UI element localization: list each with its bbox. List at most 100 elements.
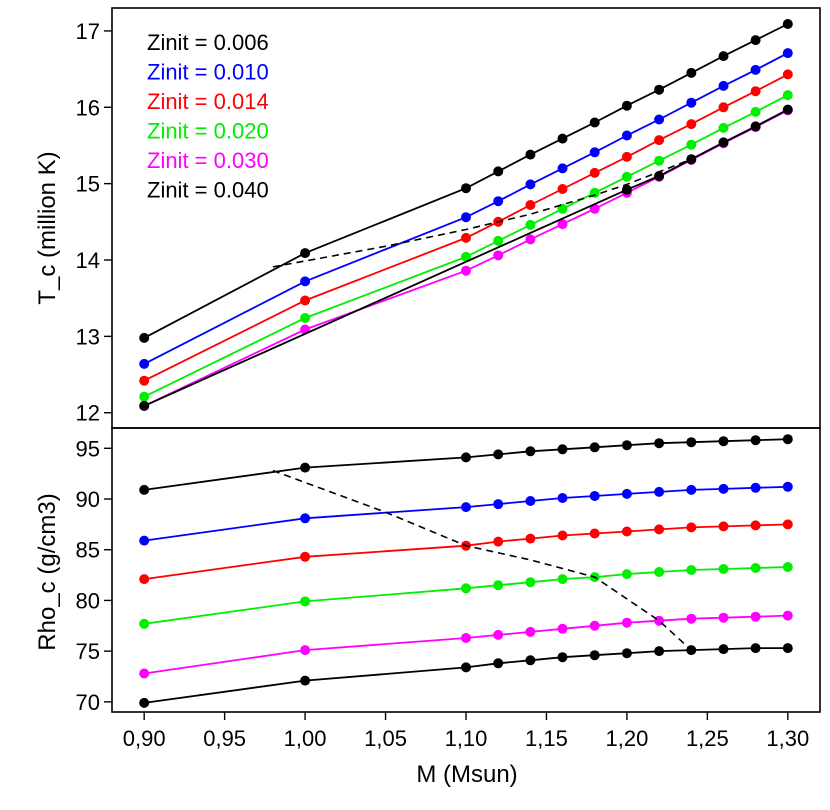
x-tick-label: 1,20 [605, 726, 648, 751]
data-point [300, 645, 311, 656]
data-point [525, 577, 536, 588]
data-point [139, 358, 150, 369]
data-point [589, 620, 600, 631]
data-point [300, 276, 311, 287]
data-point [654, 524, 665, 535]
data-point [493, 196, 504, 207]
y-tick-label: 14 [76, 248, 100, 273]
data-point [557, 184, 568, 194]
x-tick-label: 1,00 [284, 726, 327, 751]
data-point [718, 137, 729, 148]
y-tick-label: 15 [76, 172, 100, 197]
data-point [300, 295, 311, 306]
series-line-5 [144, 647, 788, 704]
data-point [621, 526, 632, 537]
data-point [621, 100, 632, 111]
data-point [686, 565, 697, 575]
x-tick-label: 1,15 [525, 726, 568, 751]
data-point [300, 462, 311, 473]
x-axis-label: M (Msun) [416, 761, 517, 788]
data-point [718, 612, 729, 623]
data-point [718, 122, 729, 133]
data-point [461, 232, 471, 243]
data-point [300, 513, 311, 524]
data-point [782, 69, 793, 80]
data-point [654, 114, 665, 125]
data-point [557, 574, 568, 585]
data-point [686, 522, 697, 533]
data-point [525, 219, 536, 230]
data-point [750, 86, 761, 97]
data-point [493, 166, 504, 177]
data-point [139, 668, 150, 679]
data-point [525, 496, 536, 506]
data-point [589, 117, 600, 128]
data-point [718, 80, 729, 91]
data-point [525, 533, 536, 544]
x-tick-label: 0,95 [203, 726, 246, 751]
bottom-y-axis-label: Rho_c (g/cm3) [34, 493, 61, 650]
data-point [461, 183, 471, 194]
data-point [718, 564, 729, 574]
data-point [621, 569, 632, 580]
data-point [557, 163, 568, 174]
legend-entry: Zinit = 0.006 [147, 30, 269, 55]
data-point [686, 437, 697, 448]
data-point [139, 400, 150, 411]
data-point [686, 67, 697, 78]
y-tick-label: 80 [76, 588, 100, 613]
data-point [493, 658, 504, 669]
data-point [493, 499, 504, 510]
data-point [525, 655, 536, 666]
data-point [589, 491, 600, 501]
data-point [493, 235, 504, 246]
data-point [300, 551, 311, 562]
data-point [621, 151, 632, 162]
data-point [750, 121, 761, 132]
x-tick-label: 1,30 [766, 726, 809, 751]
data-point [686, 484, 697, 495]
data-point [718, 51, 729, 62]
x-tick-label: 1,25 [686, 726, 729, 751]
legend: Zinit = 0.006 Zinit = 0.010 Zinit = 0.014 Z… [147, 30, 269, 203]
data-point [750, 520, 761, 531]
data-point [686, 97, 697, 108]
data-point [139, 574, 150, 585]
data-point [557, 133, 568, 144]
data-point [557, 623, 568, 634]
data-point [461, 633, 471, 643]
data-point [461, 662, 471, 673]
data-point [686, 613, 697, 624]
data-point [557, 652, 568, 663]
data-point [750, 35, 761, 46]
y-tick-label: 12 [76, 401, 100, 426]
data-point [493, 449, 504, 460]
data-point [654, 486, 665, 497]
data-point [621, 440, 632, 451]
data-point [782, 90, 793, 101]
data-point [557, 219, 568, 230]
data-point [654, 646, 665, 657]
data-point [461, 502, 471, 513]
data-point [139, 484, 150, 495]
data-point [461, 452, 471, 463]
data-point [300, 313, 311, 323]
data-point [621, 130, 632, 141]
data-point [493, 580, 504, 591]
legend-entry: Zinit = 0.030 [147, 148, 269, 173]
data-point [750, 64, 761, 75]
data-point [139, 618, 150, 629]
data-point [300, 248, 311, 259]
data-point [300, 596, 311, 607]
data-point [139, 697, 150, 708]
data-point [525, 149, 536, 160]
axis-labels: T_c (million K) Rho_c (g/cm3) M (Msun) [34, 151, 518, 788]
data-point [718, 644, 729, 655]
x-tick-label: 1,10 [445, 726, 488, 751]
y-tick-label: 90 [76, 487, 100, 512]
bottom-panel-marks [139, 434, 793, 708]
data-point [525, 626, 536, 637]
data-point [557, 530, 568, 541]
data-point [139, 535, 150, 546]
